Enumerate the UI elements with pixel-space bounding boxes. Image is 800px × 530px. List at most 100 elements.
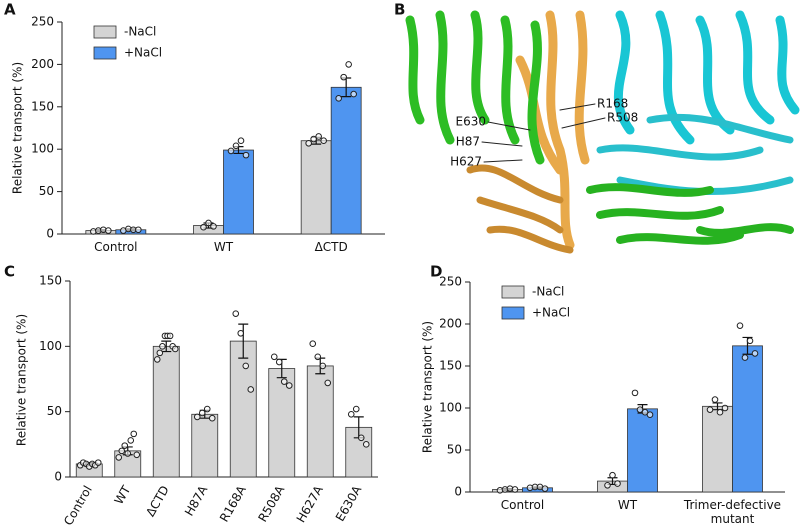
data-point xyxy=(746,337,754,345)
y-tick-label: 50 xyxy=(447,443,462,457)
panel-label: D xyxy=(430,263,442,281)
data-point xyxy=(285,382,293,389)
data-point xyxy=(275,358,283,366)
y-tick-label: 100 xyxy=(31,142,54,156)
data-point xyxy=(315,133,322,140)
data-point xyxy=(314,353,322,361)
legend-label: +NaCl xyxy=(532,306,570,320)
residue-label: R168 xyxy=(597,97,628,111)
cyan-helices xyxy=(613,10,800,145)
data-point xyxy=(156,349,164,357)
x-tick-label: WT xyxy=(213,240,234,254)
y-tick-label: 50 xyxy=(47,404,62,418)
y-tick-label: 150 xyxy=(31,99,54,113)
data-point xyxy=(706,406,714,413)
data-point xyxy=(350,90,357,98)
data-point xyxy=(242,362,250,370)
data-point xyxy=(604,481,611,489)
residue-label: H87 xyxy=(456,135,480,149)
panel-label: A xyxy=(4,1,16,19)
y-tick-label: 250 xyxy=(31,15,54,29)
data-point xyxy=(270,353,278,361)
data-point xyxy=(305,139,312,147)
data-point xyxy=(159,343,166,350)
x-tick-label: Trimer-defective mutant xyxy=(683,498,782,526)
data-point xyxy=(237,329,245,337)
data-point xyxy=(614,480,621,487)
data-point xyxy=(309,340,317,348)
x-tick-label: Control xyxy=(94,240,138,254)
panel-label: B xyxy=(394,1,405,19)
x-tick-label-box: Control xyxy=(94,240,138,254)
data-point xyxy=(247,386,255,393)
x-tick-label: WT xyxy=(617,498,638,512)
y-tick-label: 100 xyxy=(39,339,62,353)
y-tick-label: 50 xyxy=(39,184,54,198)
error-bar xyxy=(238,323,249,359)
data-point xyxy=(721,404,729,412)
data-point xyxy=(127,437,135,444)
y-tick-label: 0 xyxy=(46,227,54,241)
y-tick-label: 150 xyxy=(39,274,62,288)
bar xyxy=(152,345,180,478)
y-axis-label: Relative transport (%) xyxy=(11,62,25,194)
data-point xyxy=(641,408,649,416)
data-point xyxy=(118,447,126,455)
x-tick-label: H87A xyxy=(182,483,211,519)
data-point xyxy=(124,450,132,457)
data-point xyxy=(340,73,347,81)
x-tick-label: E630A xyxy=(333,483,365,524)
y-tick-label: 0 xyxy=(454,485,462,499)
data-point xyxy=(741,354,749,361)
y-tick-label: 200 xyxy=(439,317,462,331)
legend-label: +NaCl xyxy=(124,46,162,60)
data-point xyxy=(105,227,112,234)
data-point xyxy=(320,137,327,145)
data-point xyxy=(200,223,207,231)
data-point xyxy=(227,147,235,155)
data-point xyxy=(345,61,352,68)
green-helices xyxy=(405,10,545,165)
bar xyxy=(732,345,763,493)
data-point xyxy=(166,332,174,340)
bar xyxy=(330,86,362,235)
data-point xyxy=(646,411,654,419)
x-tick-label: R168A xyxy=(217,483,249,525)
data-point xyxy=(198,409,206,417)
y-tick-label: 100 xyxy=(439,401,462,415)
residue-label: R508 xyxy=(607,111,638,125)
y-tick-label: 0 xyxy=(54,470,62,484)
data-point xyxy=(193,413,201,421)
data-point xyxy=(210,223,217,230)
data-point xyxy=(631,389,639,397)
legend-label: -NaCl xyxy=(532,285,564,299)
data-point xyxy=(362,441,370,448)
bar xyxy=(223,149,254,235)
panel-label: C xyxy=(4,263,15,281)
data-point xyxy=(716,408,724,416)
x-tick-label: WT xyxy=(112,483,134,507)
legend-swatch xyxy=(93,25,117,39)
data-point xyxy=(335,95,342,102)
data-point xyxy=(280,378,288,385)
bar xyxy=(300,140,332,235)
data-point xyxy=(357,434,365,442)
y-axis-label: Relative transport (%) xyxy=(421,321,435,453)
orange-sheet xyxy=(466,164,574,254)
residue-label: H627 xyxy=(450,155,482,169)
data-point xyxy=(203,405,211,413)
data-point xyxy=(94,459,102,466)
bar xyxy=(191,413,219,478)
data-point xyxy=(153,356,161,363)
residue-label: E630 xyxy=(456,115,487,129)
data-point xyxy=(208,414,216,422)
data-point xyxy=(541,485,549,492)
data-point xyxy=(242,151,250,159)
data-point xyxy=(135,226,142,234)
x-tick-label-box: WT xyxy=(213,240,234,254)
bar xyxy=(229,340,257,478)
green-sheet xyxy=(586,183,794,245)
x-tick-label: Control xyxy=(500,498,545,512)
